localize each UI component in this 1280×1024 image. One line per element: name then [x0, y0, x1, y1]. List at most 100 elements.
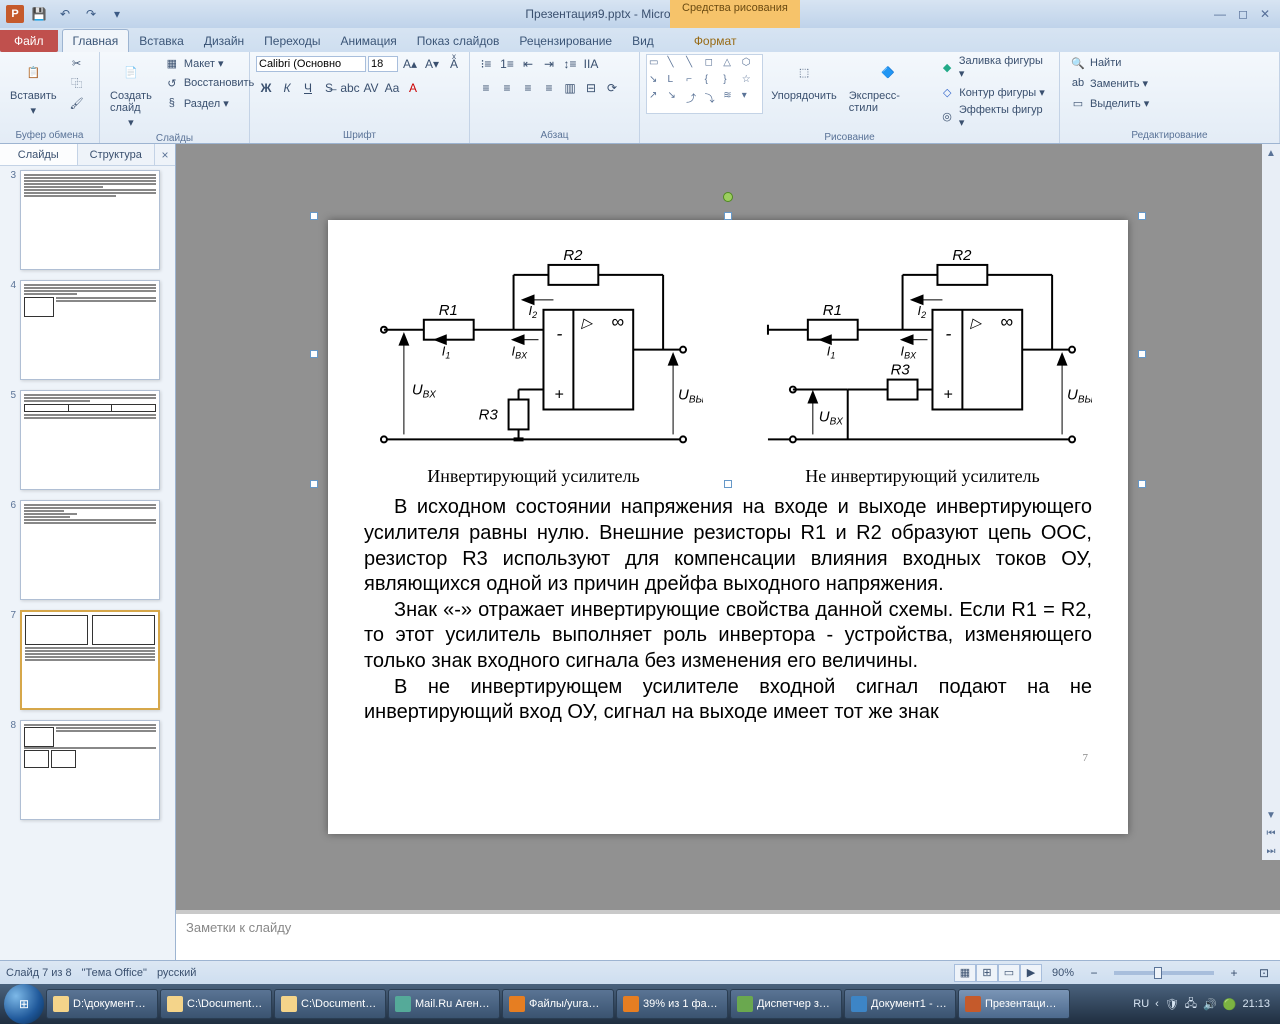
thumb-3[interactable]: [20, 170, 160, 270]
scroll-up-icon[interactable]: ▲: [1262, 144, 1280, 162]
thumb-4[interactable]: [20, 280, 160, 380]
thumb-7[interactable]: [20, 610, 160, 710]
copy-button[interactable]: ⿻: [65, 74, 89, 92]
align-left-button[interactable]: ≡: [476, 78, 496, 98]
align-center-button[interactable]: ≡: [497, 78, 517, 98]
qat-more-icon[interactable]: ▾: [106, 3, 128, 25]
paste-button[interactable]: 📋Вставить▾: [6, 54, 61, 119]
thumb-8[interactable]: [20, 720, 160, 820]
strike-button[interactable]: S̶: [319, 78, 339, 98]
tray-chevron-icon[interactable]: ‹: [1155, 998, 1159, 1010]
tray-lang[interactable]: RU: [1133, 998, 1149, 1010]
side-tab-slides[interactable]: Слайды: [0, 144, 78, 165]
task-item[interactable]: C:\Document…: [160, 989, 272, 1019]
qat-redo-icon[interactable]: ↷: [80, 3, 102, 25]
underline-button[interactable]: Ч: [298, 78, 318, 98]
indent-dec-button[interactable]: ⇤: [518, 54, 538, 74]
bullets-button[interactable]: ⁝≡: [476, 54, 496, 74]
task-item[interactable]: C:\Document…: [274, 989, 386, 1019]
grow-font-button[interactable]: A▴: [400, 54, 420, 74]
tab-view[interactable]: Вид: [622, 30, 664, 52]
font-color-button[interactable]: A: [403, 78, 423, 98]
sel-handle[interactable]: [1138, 480, 1146, 488]
tray-power-icon[interactable]: 🟢: [1223, 998, 1237, 1011]
font-size-select[interactable]: [368, 56, 398, 72]
rotate-handle[interactable]: [723, 192, 733, 202]
bold-button[interactable]: Ж: [256, 78, 276, 98]
express-styles-button[interactable]: 🔷Экспресс-стили: [845, 54, 932, 116]
sel-handle[interactable]: [724, 480, 732, 488]
maximize-button[interactable]: ◻: [1238, 7, 1248, 21]
tray-volume-icon[interactable]: 🔊: [1203, 998, 1217, 1011]
shrink-font-button[interactable]: A▾: [422, 54, 442, 74]
task-item[interactable]: Файлы/yura…: [502, 989, 614, 1019]
sel-handle[interactable]: [724, 212, 732, 220]
zoom-fit-button[interactable]: ⊡: [1254, 963, 1274, 983]
line-spacing-button[interactable]: ↕≡: [560, 54, 580, 74]
select-button[interactable]: ▭Выделить ▾: [1066, 94, 1153, 112]
numbering-button[interactable]: 1≡: [497, 54, 517, 74]
tab-design[interactable]: Дизайн: [194, 30, 254, 52]
sel-handle[interactable]: [1138, 212, 1146, 220]
tray-clock[interactable]: 21:13: [1242, 998, 1270, 1010]
thumbnails[interactable]: 3 4 5 6 7 8: [0, 166, 175, 960]
qat-undo-icon[interactable]: ↶: [54, 3, 76, 25]
align-text-button[interactable]: ⊟: [581, 78, 601, 98]
tab-slideshow[interactable]: Показ слайдов: [407, 30, 510, 52]
tab-animation[interactable]: Анимация: [330, 30, 406, 52]
sel-handle[interactable]: [310, 212, 318, 220]
task-item[interactable]: D:\документ…: [46, 989, 158, 1019]
shape-outline-button[interactable]: ◇Контур фигуры ▾: [935, 83, 1053, 101]
task-item[interactable]: Mail.Ru Аген…: [388, 989, 500, 1019]
arrange-button[interactable]: ⬚Упорядочить: [767, 54, 840, 104]
section-button[interactable]: §Раздел ▾: [160, 94, 258, 112]
thumb-6[interactable]: [20, 500, 160, 600]
smartart-button[interactable]: ⟳: [602, 78, 622, 98]
start-button[interactable]: ⊞: [4, 984, 44, 1024]
format-painter-button[interactable]: 🖌: [65, 94, 89, 112]
cut-button[interactable]: ✂: [65, 54, 89, 72]
view-sorter-button[interactable]: ⊞: [976, 964, 998, 982]
slide-region[interactable]: R1 I1 R2: [176, 144, 1280, 910]
tray-security-icon[interactable]: 🛡: [1165, 998, 1179, 1011]
prev-slide-icon[interactable]: ⏮: [1262, 824, 1280, 842]
task-item[interactable]: Презентаци…: [958, 989, 1070, 1019]
tray-network-icon[interactable]: 🖧: [1185, 995, 1197, 1014]
minimize-button[interactable]: —: [1214, 7, 1226, 21]
tab-review[interactable]: Рецензирование: [509, 30, 622, 52]
thumb-5[interactable]: [20, 390, 160, 490]
indent-inc-button[interactable]: ⇥: [539, 54, 559, 74]
zoom-out-button[interactable]: −: [1084, 963, 1104, 983]
task-item[interactable]: 39% из 1 фа…: [616, 989, 728, 1019]
shapes-gallery[interactable]: ▭╲╲◻△⬡ ↘L⌐{}☆ ↗↘⤴⤵≋▾: [646, 54, 763, 114]
view-slideshow-button[interactable]: ▶: [1020, 964, 1042, 982]
zoom-in-button[interactable]: +: [1224, 963, 1244, 983]
italic-button[interactable]: К: [277, 78, 297, 98]
clear-format-button[interactable]: Aͯ: [444, 54, 464, 74]
zoom-slider[interactable]: [1114, 971, 1214, 975]
side-tab-outline[interactable]: Структура: [78, 144, 156, 165]
side-panel-close[interactable]: ×: [155, 144, 175, 165]
scroll-down-icon[interactable]: ▼: [1262, 806, 1280, 824]
view-normal-button[interactable]: ▦: [954, 964, 976, 982]
tab-format[interactable]: Формат: [684, 30, 747, 52]
sel-handle[interactable]: [1138, 350, 1146, 358]
char-spacing-button[interactable]: AV: [361, 78, 381, 98]
tab-insert[interactable]: Вставка: [129, 30, 194, 52]
find-button[interactable]: 🔍Найти: [1066, 54, 1153, 72]
task-item[interactable]: Диспетчер з…: [730, 989, 842, 1019]
shadow-button[interactable]: abc: [340, 78, 360, 98]
tab-transitions[interactable]: Переходы: [254, 30, 330, 52]
system-tray[interactable]: RU ‹ 🛡 🖧 🔊 🟢 21:13: [1133, 995, 1276, 1014]
replace-button[interactable]: abЗаменить ▾: [1066, 74, 1153, 92]
shape-effects-button[interactable]: ◎Эффекты фигур ▾: [935, 103, 1053, 130]
font-family-select[interactable]: [256, 56, 366, 72]
layout-button[interactable]: ▦Макет ▾: [160, 54, 258, 72]
sel-handle[interactable]: [310, 480, 318, 488]
align-justify-button[interactable]: ≡: [539, 78, 559, 98]
notes-pane[interactable]: Заметки к слайду: [176, 914, 1280, 960]
close-button[interactable]: ✕: [1260, 7, 1270, 21]
view-reading-button[interactable]: ▭: [998, 964, 1020, 982]
tab-home[interactable]: Главная: [62, 29, 130, 52]
qat-save-icon[interactable]: 💾: [28, 3, 50, 25]
